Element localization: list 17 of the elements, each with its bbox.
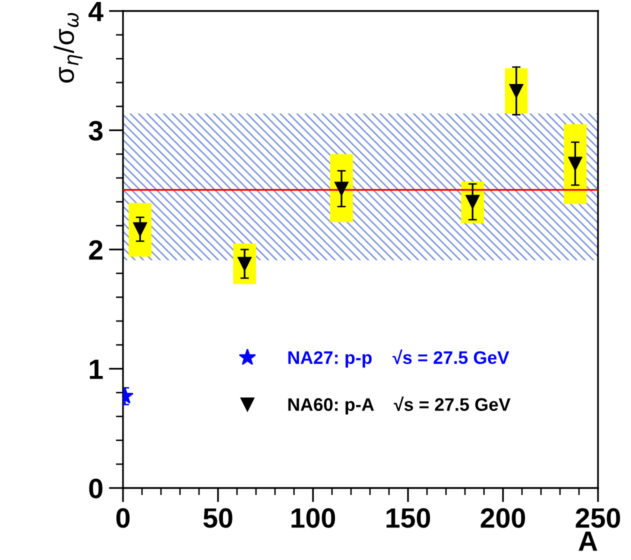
y-tick-label: 0 xyxy=(89,478,102,498)
y-tick-label: 4 xyxy=(88,2,104,22)
x-tick-label: 0 xyxy=(116,508,130,528)
legend-label: NA27: p-p √s = 27.5 GeV xyxy=(288,350,510,368)
x-tick-label: 250 xyxy=(576,508,620,528)
y-tick-label: 3 xyxy=(88,120,103,141)
point xyxy=(568,156,582,171)
x-tick-label: 100 xyxy=(292,508,336,528)
x-axis-title: A xyxy=(578,532,598,551)
point xyxy=(334,182,348,196)
y-tick-label: 2 xyxy=(89,240,102,260)
x-tick-label: 50 xyxy=(203,508,232,528)
y-tick-label: 1 xyxy=(90,360,103,379)
x-tick-label: 200 xyxy=(480,508,526,528)
y-axis-title: σ$_{η}$/σ$_{ω}$ xyxy=(54,13,82,83)
x-tick-label: 150 xyxy=(386,508,430,528)
legend-label: NA60: p-A √s = 27.5 GeV xyxy=(288,396,511,415)
